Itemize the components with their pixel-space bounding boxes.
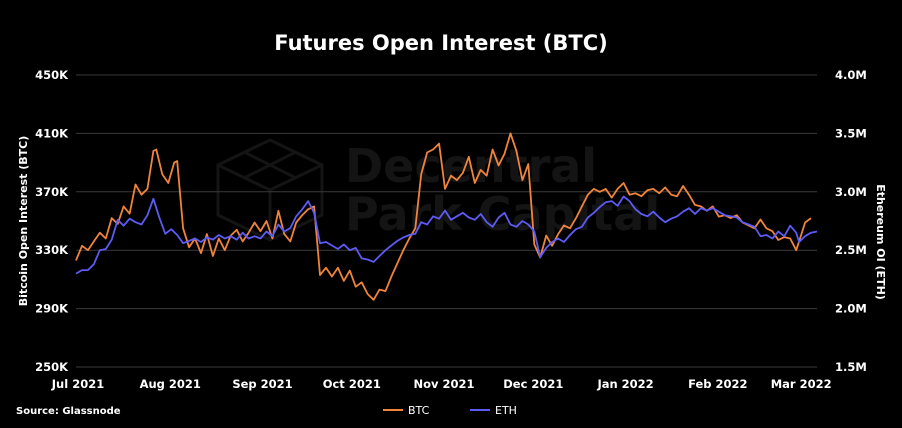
series-line-btc bbox=[75, 132, 812, 301]
series-lines bbox=[75, 132, 818, 301]
y2-tick-label: 3.0M bbox=[835, 185, 867, 199]
y-tick-label: 410K bbox=[35, 126, 69, 140]
x-tick-label: Sep 2021 bbox=[232, 377, 292, 391]
legend-label-btc: BTC bbox=[408, 404, 430, 417]
y-tick-label: 450K bbox=[35, 68, 69, 82]
x-tick-label: Feb 2022 bbox=[688, 377, 747, 391]
x-tick-label: Aug 2021 bbox=[140, 377, 201, 391]
y-tick-label: 290K bbox=[35, 302, 69, 316]
y-axis-left: 250K 290K 330K 370K 410K 450K bbox=[35, 68, 69, 374]
x-tick-label: Nov 2021 bbox=[414, 377, 475, 391]
y2-tick-label: 4.0M bbox=[835, 68, 867, 82]
y-tick-label: 370K bbox=[35, 185, 69, 199]
y-axis-right-label: Ethereum OI (ETH) bbox=[874, 184, 887, 300]
x-tick-label: Dec 2021 bbox=[503, 377, 563, 391]
y-axis-left-label: Bitcoin Open Interest (BTC) bbox=[17, 136, 30, 306]
y2-tick-label: 1.5M bbox=[835, 360, 867, 374]
series-line-eth bbox=[75, 195, 818, 275]
chart-title: Futures Open Interest (BTC) bbox=[274, 31, 607, 55]
y2-tick-label: 2.0M bbox=[835, 302, 867, 316]
y2-tick-label: 3.5M bbox=[835, 126, 867, 140]
x-tick-label: Mar 2022 bbox=[771, 377, 832, 391]
y-axis-right: 1.5M 2.0M 2.5M 3.0M 3.5M 4.0M bbox=[835, 68, 867, 374]
y2-tick-label: 2.5M bbox=[835, 243, 867, 257]
legend: BTC ETH bbox=[383, 404, 517, 417]
y-tick-label: 330K bbox=[35, 243, 69, 257]
y-tick-label: 250K bbox=[35, 360, 69, 374]
x-tick-label: Jan 2022 bbox=[596, 377, 653, 391]
x-axis: Jul 2021 Aug 2021 Sep 2021 Oct 2021 Nov 2021… bbox=[51, 377, 832, 391]
legend-label-eth: ETH bbox=[495, 404, 517, 417]
source-note: Source: Glassnode bbox=[16, 406, 121, 417]
cube-logo-icon bbox=[216, 138, 324, 242]
x-tick-label: Oct 2021 bbox=[323, 377, 381, 391]
x-tick-label: Jul 2021 bbox=[51, 377, 104, 391]
